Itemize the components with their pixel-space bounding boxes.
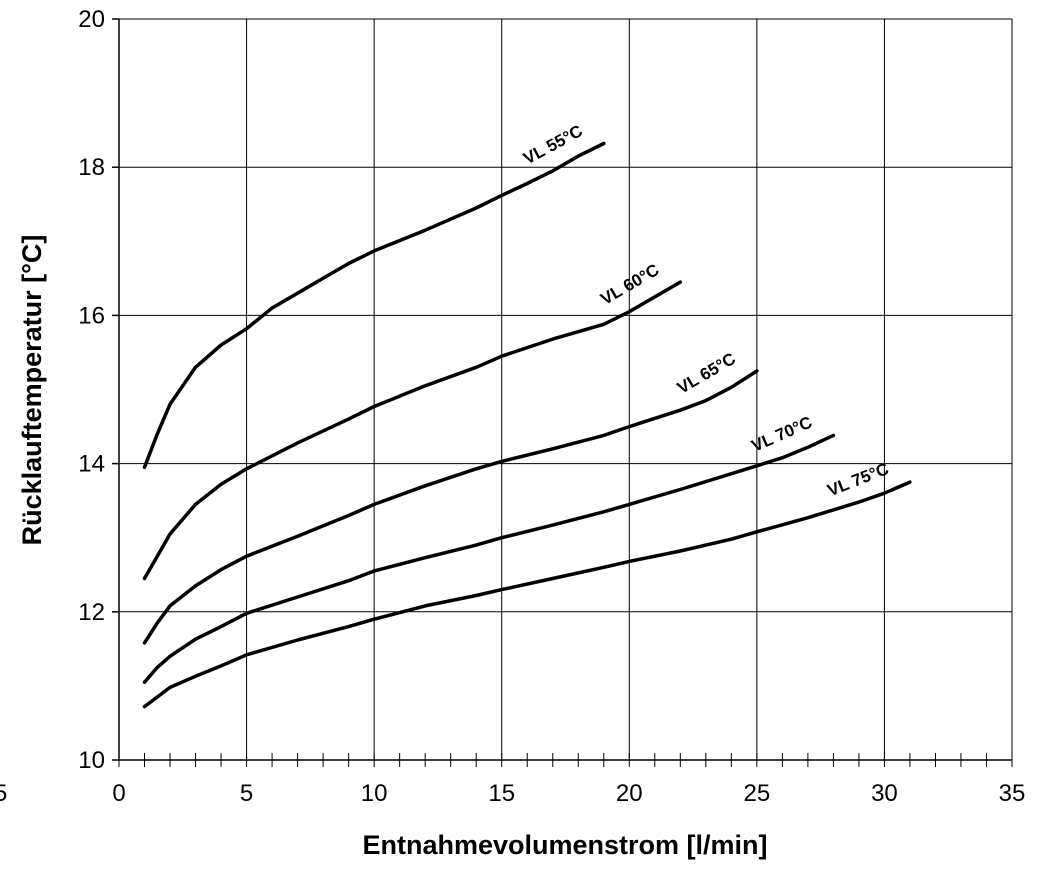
y-tick-label: 20 bbox=[78, 6, 105, 33]
x-tick-label: 35 bbox=[999, 780, 1026, 807]
grid bbox=[119, 18, 1013, 760]
series-line-2 bbox=[142, 280, 683, 581]
x-tick-label: 20 bbox=[616, 780, 643, 807]
x-tick-label: 5 bbox=[240, 780, 253, 807]
y-axis-title: Rücklauftemperatur [°C] bbox=[17, 235, 47, 546]
axes: 10 12 14 16 18 20 0 5 10 15 20 25 30 35 bbox=[78, 6, 1025, 807]
x-tick-label: 0 bbox=[112, 780, 125, 807]
x-tick-label: 30 bbox=[871, 780, 898, 807]
y-tick-label: 14 bbox=[78, 451, 105, 478]
y-tick-label: 12 bbox=[78, 599, 105, 626]
series-line-5 bbox=[142, 480, 912, 709]
series-label-2: VL 60°C bbox=[597, 260, 662, 309]
x-axis-title: Entnahmevolumenstrom [l/min] bbox=[362, 830, 767, 860]
series-line-1 bbox=[142, 141, 606, 470]
y-tick-label: 18 bbox=[78, 154, 105, 181]
stray-tick-fragment: 5 bbox=[0, 780, 7, 807]
y-tick-label: 16 bbox=[78, 302, 105, 329]
series-label-1: VL 55°C bbox=[520, 121, 585, 168]
series-lines bbox=[142, 141, 912, 709]
x-tick-label: 15 bbox=[488, 780, 515, 807]
series-line-3 bbox=[142, 369, 759, 645]
y-tick-label: 10 bbox=[78, 747, 105, 774]
series-label-3: VL 65°C bbox=[674, 349, 739, 398]
x-tick-label: 25 bbox=[744, 780, 771, 807]
x-tick-label: 10 bbox=[361, 780, 388, 807]
series-line-4 bbox=[142, 433, 836, 684]
